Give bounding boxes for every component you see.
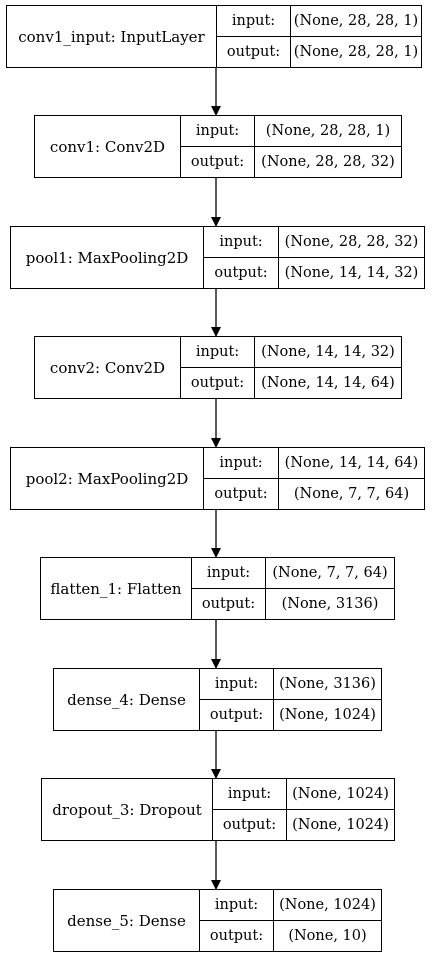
input-label: input: <box>181 116 254 147</box>
input-label: input: <box>192 558 265 589</box>
layer-name: pool1: MaxPooling2D <box>11 227 204 288</box>
input-label: input: <box>213 779 286 810</box>
input-label: input: <box>181 337 254 368</box>
output-label: output: <box>222 817 277 833</box>
input-shape: (None, 1024) <box>287 779 394 810</box>
input-shape: (None, 14, 14, 32) <box>255 337 401 368</box>
input-shape: (None, 28, 28, 1) <box>291 6 421 37</box>
output-label: output: <box>190 154 245 170</box>
input-shape: (None, 3136) <box>274 669 381 700</box>
layer-name: conv1: Conv2D <box>35 116 181 177</box>
output-shape: (None, 7, 7, 64) <box>293 486 410 502</box>
output-shape: (None, 1024) <box>292 817 389 833</box>
output-shape: (None, 14, 14, 64) <box>261 375 395 391</box>
input-shape: (None, 28, 28, 1) <box>255 116 401 147</box>
layer-name: flatten_1: Flatten <box>41 558 192 619</box>
output-shape: (None, 28, 28, 1) <box>293 44 419 60</box>
layer-node-dropout: dropout_3: Dropout input: output: (None,… <box>41 778 395 841</box>
output-shape: (None, 14, 14, 32) <box>284 265 419 281</box>
input-label: input: <box>200 890 273 921</box>
output-label: output: <box>201 596 256 612</box>
output-shape: (None, 10) <box>288 928 367 944</box>
output-shape: (None, 1024) <box>279 707 376 723</box>
layer-name: conv2: Conv2D <box>35 337 181 398</box>
output-label: output: <box>214 486 268 502</box>
input-shape: (None, 7, 7, 64) <box>266 558 394 589</box>
layer-name: conv1_input: InputLayer <box>7 6 217 67</box>
input-shape: (None, 28, 28, 32) <box>279 227 424 258</box>
input-label: input: <box>217 6 290 37</box>
output-label: output: <box>209 928 264 944</box>
input-shape: (None, 1024) <box>274 890 381 921</box>
output-label: output: <box>209 707 264 723</box>
layer-node-conv2: conv2: Conv2D input: output: (None, 14, … <box>34 336 402 399</box>
layer-name: pool2: MaxPooling2D <box>11 448 204 509</box>
input-shape: (None, 14, 14, 64) <box>279 448 424 479</box>
layer-node-pool1: pool1: MaxPooling2D input: output: (None… <box>10 226 425 289</box>
layer-name: dropout_3: Dropout <box>42 779 213 840</box>
output-label: output: <box>190 375 245 391</box>
input-label: input: <box>204 448 278 479</box>
input-label: input: <box>204 227 278 258</box>
layer-node-conv1-input: conv1_input: InputLayer input: output: (… <box>6 5 422 68</box>
output-label: output: <box>214 265 268 281</box>
input-label: input: <box>200 669 273 700</box>
layer-name: dense_4: Dense <box>54 669 200 730</box>
layer-name: dense_5: Dense <box>54 890 200 951</box>
layer-node-flatten: flatten_1: Flatten input: output: (None,… <box>40 557 395 620</box>
layer-node-pool2: pool2: MaxPooling2D input: output: (None… <box>10 447 425 510</box>
output-label: output: <box>226 44 281 60</box>
layer-node-dense-4: dense_4: Dense input: output: (None, 313… <box>53 668 382 731</box>
layer-node-dense-5: dense_5: Dense input: output: (None, 102… <box>53 889 382 952</box>
layer-node-conv1: conv1: Conv2D input: output: (None, 28, … <box>34 115 402 178</box>
output-shape: (None, 28, 28, 32) <box>261 154 395 170</box>
output-shape: (None, 3136) <box>281 596 379 612</box>
